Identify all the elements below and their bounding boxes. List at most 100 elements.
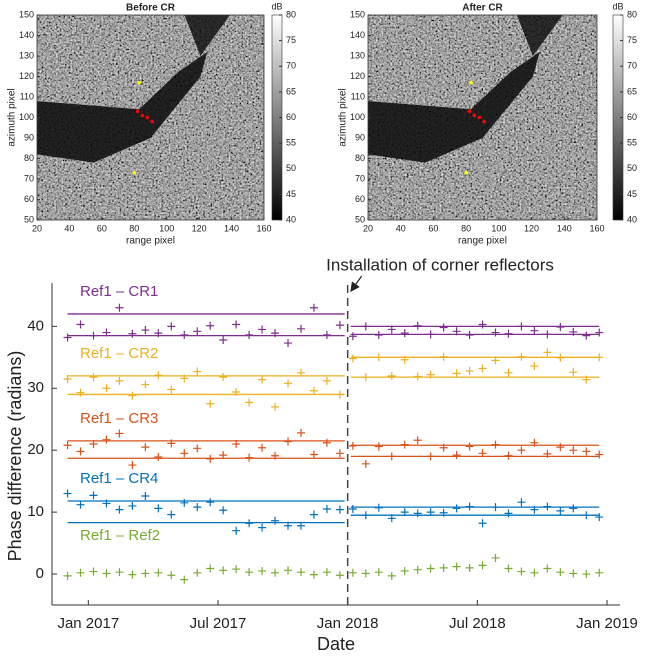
data-point: [167, 510, 176, 519]
x-tick-label: 100: [159, 223, 174, 233]
data-point: [348, 568, 357, 577]
data-point: [309, 303, 318, 312]
data-point: [504, 329, 513, 338]
data-point: [452, 369, 461, 378]
data-point: [180, 498, 189, 507]
data-point: [296, 428, 305, 437]
data-point: [193, 444, 202, 453]
data-point: [569, 327, 578, 336]
data-point: [491, 328, 500, 337]
data-point: [193, 503, 202, 512]
data-point: [309, 510, 318, 519]
data-point: [335, 449, 344, 458]
data-point: [232, 526, 241, 535]
data-point: [595, 513, 604, 522]
data-point: [348, 441, 357, 450]
marker: [482, 119, 486, 124]
series-label: Ref1 – CR1: [80, 283, 158, 300]
marker: [467, 109, 472, 114]
data-point: [154, 568, 163, 577]
series: Ref1 – Ref2: [63, 527, 604, 584]
data-point: [180, 449, 189, 458]
x-tick-label: 60: [428, 223, 438, 233]
data-point: [478, 449, 487, 458]
x-tick-label: 40: [64, 223, 74, 233]
data-point: [374, 568, 383, 577]
panel-title: After CR: [462, 3, 503, 14]
data-point: [400, 566, 409, 575]
data-point: [556, 506, 565, 515]
data-point: [89, 331, 98, 340]
series: Ref1 – CR4: [63, 470, 604, 535]
data-point: [517, 352, 526, 361]
data-point: [478, 320, 487, 329]
data-point: [413, 436, 422, 445]
data-point: [439, 508, 448, 517]
data-point: [439, 563, 448, 572]
data-point: [530, 361, 539, 370]
x-tick-label: Jan 2017: [57, 615, 119, 632]
water-area: [516, 15, 563, 56]
data-point: [452, 562, 461, 571]
data-point: [219, 335, 228, 344]
x-tick-label: 20: [32, 223, 42, 233]
y-tick-label: 120: [350, 71, 365, 81]
colorbar-tick-label: 80: [627, 9, 637, 19]
data-point: [206, 399, 215, 408]
data-point: [335, 571, 344, 580]
data-point: [245, 398, 254, 407]
data-point: [258, 523, 267, 532]
marker: [132, 171, 137, 175]
data-point: [206, 321, 215, 330]
data-point: [284, 379, 293, 388]
data-point: [193, 568, 202, 577]
series: Ref1 – CR3: [63, 410, 604, 470]
y-tick-label: 130: [350, 50, 365, 60]
data-point: [167, 439, 176, 448]
colorbar-tick-label: 55: [286, 138, 296, 148]
data-point: [63, 571, 72, 580]
data-point: [141, 326, 150, 335]
data-point: [245, 331, 254, 340]
data-point: [219, 451, 228, 460]
data-point: [413, 509, 422, 518]
data-point: [530, 438, 539, 447]
data-point: [504, 564, 513, 573]
marker: [150, 119, 154, 124]
data-point: [102, 569, 111, 578]
data-point: [141, 443, 150, 452]
y-tick-label: 70: [355, 173, 365, 183]
data-point: [348, 354, 357, 363]
y-tick-label: 80: [355, 153, 365, 163]
y-tick-label: 100: [350, 112, 365, 122]
data-point: [115, 568, 124, 577]
colorbar-tick-label: 75: [286, 35, 296, 45]
data-point: [141, 569, 150, 578]
data-point: [193, 327, 202, 336]
data-point: [595, 328, 604, 337]
x-tick-label: 60: [97, 223, 107, 233]
data-point: [102, 328, 111, 337]
data-point: [400, 508, 409, 517]
y-tick-label: 90: [24, 132, 34, 142]
data-point: [569, 368, 578, 377]
x-tick-label: Jan 2018: [317, 615, 379, 632]
data-point: [582, 447, 591, 456]
data-point: [63, 489, 72, 498]
data-point: [219, 506, 228, 515]
y-tick-label: 80: [24, 153, 34, 163]
y-tick-label: 150: [350, 9, 365, 19]
data-point: [374, 503, 383, 512]
data-point: [76, 500, 85, 509]
data-point: [543, 330, 552, 339]
data-point: [465, 442, 474, 451]
colorbar-tick-label: 80: [286, 9, 296, 19]
sar-image: [37, 15, 264, 220]
water-area: [184, 15, 230, 56]
y-tick-label: 20: [27, 441, 44, 458]
colorbar-tick-label: 60: [286, 112, 296, 122]
colorbar-tick-label: 70: [627, 61, 637, 71]
data-point: [595, 568, 604, 577]
data-point: [491, 356, 500, 365]
scatter-panel: 0 10 20 30 40 Jan 2017 Jul 2017 Jan 2018 Jul 201…: [5, 255, 638, 653]
